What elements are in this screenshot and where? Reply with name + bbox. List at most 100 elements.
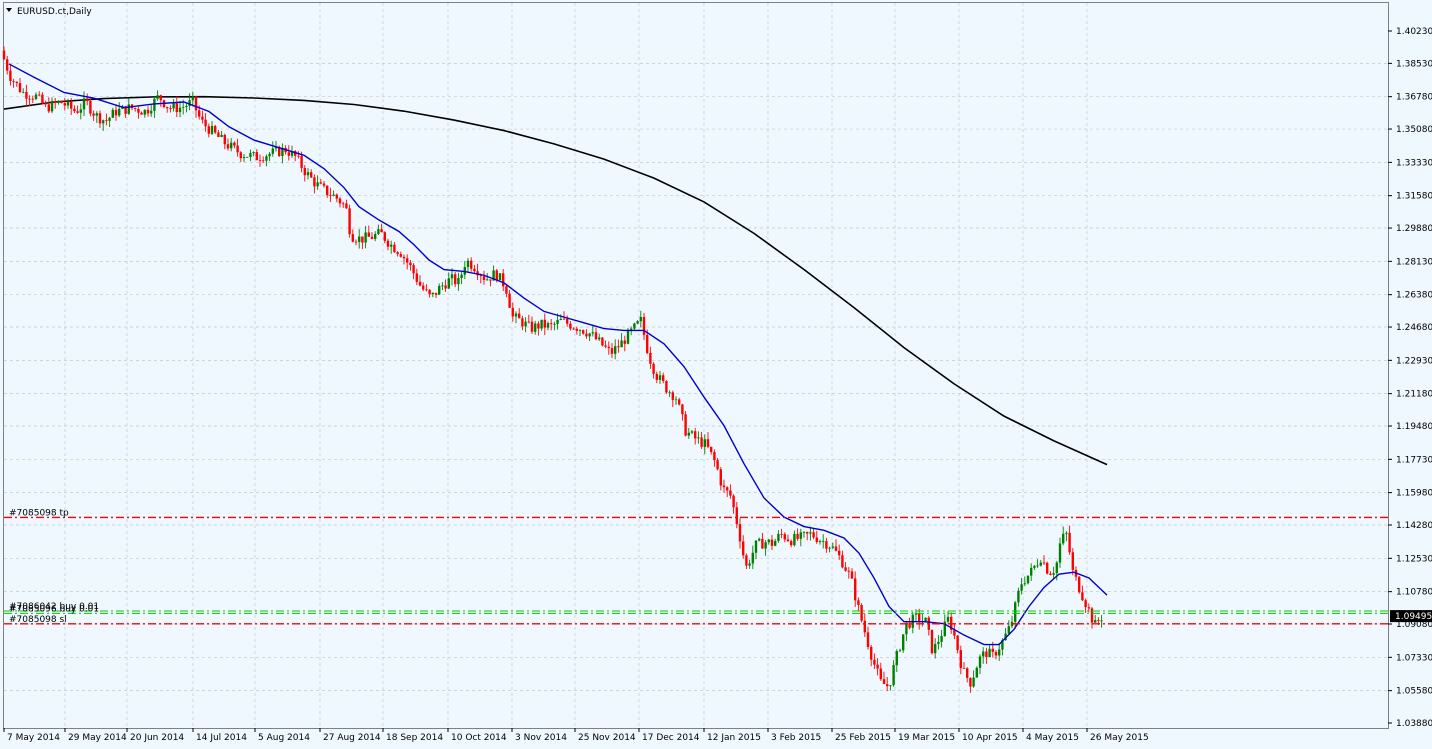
candle-body bbox=[959, 650, 962, 669]
candle-body bbox=[367, 232, 370, 237]
candle-body bbox=[447, 278, 450, 289]
candle-body bbox=[287, 152, 290, 156]
candle-body bbox=[38, 94, 41, 96]
candle-body bbox=[114, 109, 118, 116]
candle-body bbox=[1014, 602, 1017, 622]
x-tick-label: 3 Nov 2014 bbox=[515, 733, 567, 743]
candle-body bbox=[508, 293, 511, 308]
ma-fast-line bbox=[8, 63, 1108, 646]
candle-body bbox=[1055, 562, 1058, 574]
candle-body bbox=[41, 94, 44, 104]
candle-body bbox=[626, 330, 630, 344]
candle-body bbox=[678, 399, 681, 405]
candle-body bbox=[831, 546, 834, 548]
candle-body bbox=[732, 495, 735, 508]
candle-body bbox=[380, 229, 383, 233]
candle-body bbox=[594, 332, 598, 340]
candle-body bbox=[390, 244, 393, 247]
candle-body bbox=[310, 172, 313, 178]
candle-body bbox=[998, 649, 1001, 656]
candle-body bbox=[687, 432, 690, 436]
candle-body bbox=[956, 635, 959, 651]
candle-body bbox=[793, 533, 796, 546]
candle-body bbox=[441, 285, 444, 287]
candle-body bbox=[172, 103, 175, 109]
candle-body bbox=[105, 120, 108, 122]
y-tick-label: 1.26380 bbox=[1396, 291, 1432, 301]
candle-body bbox=[396, 252, 399, 255]
candle-body bbox=[9, 70, 12, 82]
triangle-down-icon[interactable] bbox=[6, 8, 12, 12]
candle-body bbox=[527, 321, 530, 323]
x-tick-label: 25 Feb 2015 bbox=[835, 733, 891, 743]
candle-body bbox=[975, 667, 978, 678]
candle-body bbox=[655, 373, 658, 380]
candle-body bbox=[489, 279, 492, 281]
candle-body bbox=[111, 109, 114, 118]
y-tick-label: 1.24680 bbox=[1396, 323, 1432, 333]
candle-body bbox=[860, 604, 863, 621]
y-tick-label: 1.36780 bbox=[1396, 93, 1432, 103]
candle-body bbox=[665, 381, 668, 393]
candle-body bbox=[902, 634, 905, 651]
candle-body bbox=[146, 109, 150, 114]
candle-body bbox=[79, 109, 82, 113]
candle-body bbox=[268, 153, 271, 157]
candle-body bbox=[108, 117, 111, 121]
x-tick-label: 19 Mar 2015 bbox=[898, 733, 955, 743]
candle-body bbox=[188, 100, 191, 107]
candle-body bbox=[719, 469, 722, 486]
candle-body bbox=[1100, 620, 1103, 622]
candle-body bbox=[239, 152, 242, 159]
candle-body bbox=[102, 120, 105, 124]
candle-body bbox=[575, 328, 578, 331]
candle-body bbox=[169, 108, 172, 109]
candle-body bbox=[780, 533, 783, 535]
candle-body bbox=[706, 439, 710, 447]
y-tick-label: 1.28130 bbox=[1396, 257, 1432, 267]
candle-body bbox=[572, 328, 575, 330]
candle-body bbox=[281, 147, 284, 157]
candle-body bbox=[866, 632, 870, 647]
candle-body bbox=[806, 531, 809, 534]
candle-body bbox=[2, 50, 6, 60]
candle-body bbox=[207, 126, 210, 134]
y-tick-label: 1.09080 bbox=[1396, 620, 1432, 630]
candle-body bbox=[812, 532, 815, 538]
candle-body bbox=[278, 146, 281, 157]
candle-body bbox=[815, 537, 818, 543]
candle-body bbox=[230, 142, 233, 149]
candle-body bbox=[313, 177, 316, 187]
candle-body bbox=[754, 540, 758, 553]
candle-body bbox=[850, 571, 854, 579]
candle-body bbox=[969, 677, 972, 687]
candle-body bbox=[1033, 565, 1036, 568]
candle-body bbox=[684, 414, 687, 436]
candle-body bbox=[418, 281, 422, 286]
candle-body bbox=[127, 104, 130, 114]
candle-body bbox=[847, 570, 850, 572]
candle-body bbox=[1004, 633, 1007, 641]
candle-body bbox=[457, 278, 460, 285]
candle-body bbox=[393, 244, 396, 253]
candle-body bbox=[166, 107, 169, 109]
candle-body bbox=[630, 328, 633, 331]
candle-body bbox=[156, 95, 159, 99]
candle-body bbox=[764, 542, 767, 549]
candle-body bbox=[351, 234, 354, 242]
candle-body bbox=[521, 318, 524, 327]
candle-body bbox=[495, 270, 498, 281]
candle-body bbox=[786, 539, 790, 542]
y-tick-label: 1.31580 bbox=[1396, 192, 1432, 202]
candle-body bbox=[316, 182, 319, 187]
candle-body bbox=[428, 289, 431, 295]
candle-body bbox=[1065, 532, 1068, 534]
candle-body bbox=[774, 540, 777, 546]
candle-body bbox=[770, 539, 774, 546]
candle-body bbox=[89, 101, 92, 114]
ma-slow-line bbox=[3, 95, 1108, 466]
candle-body bbox=[1020, 584, 1023, 591]
candle-body bbox=[502, 273, 505, 287]
